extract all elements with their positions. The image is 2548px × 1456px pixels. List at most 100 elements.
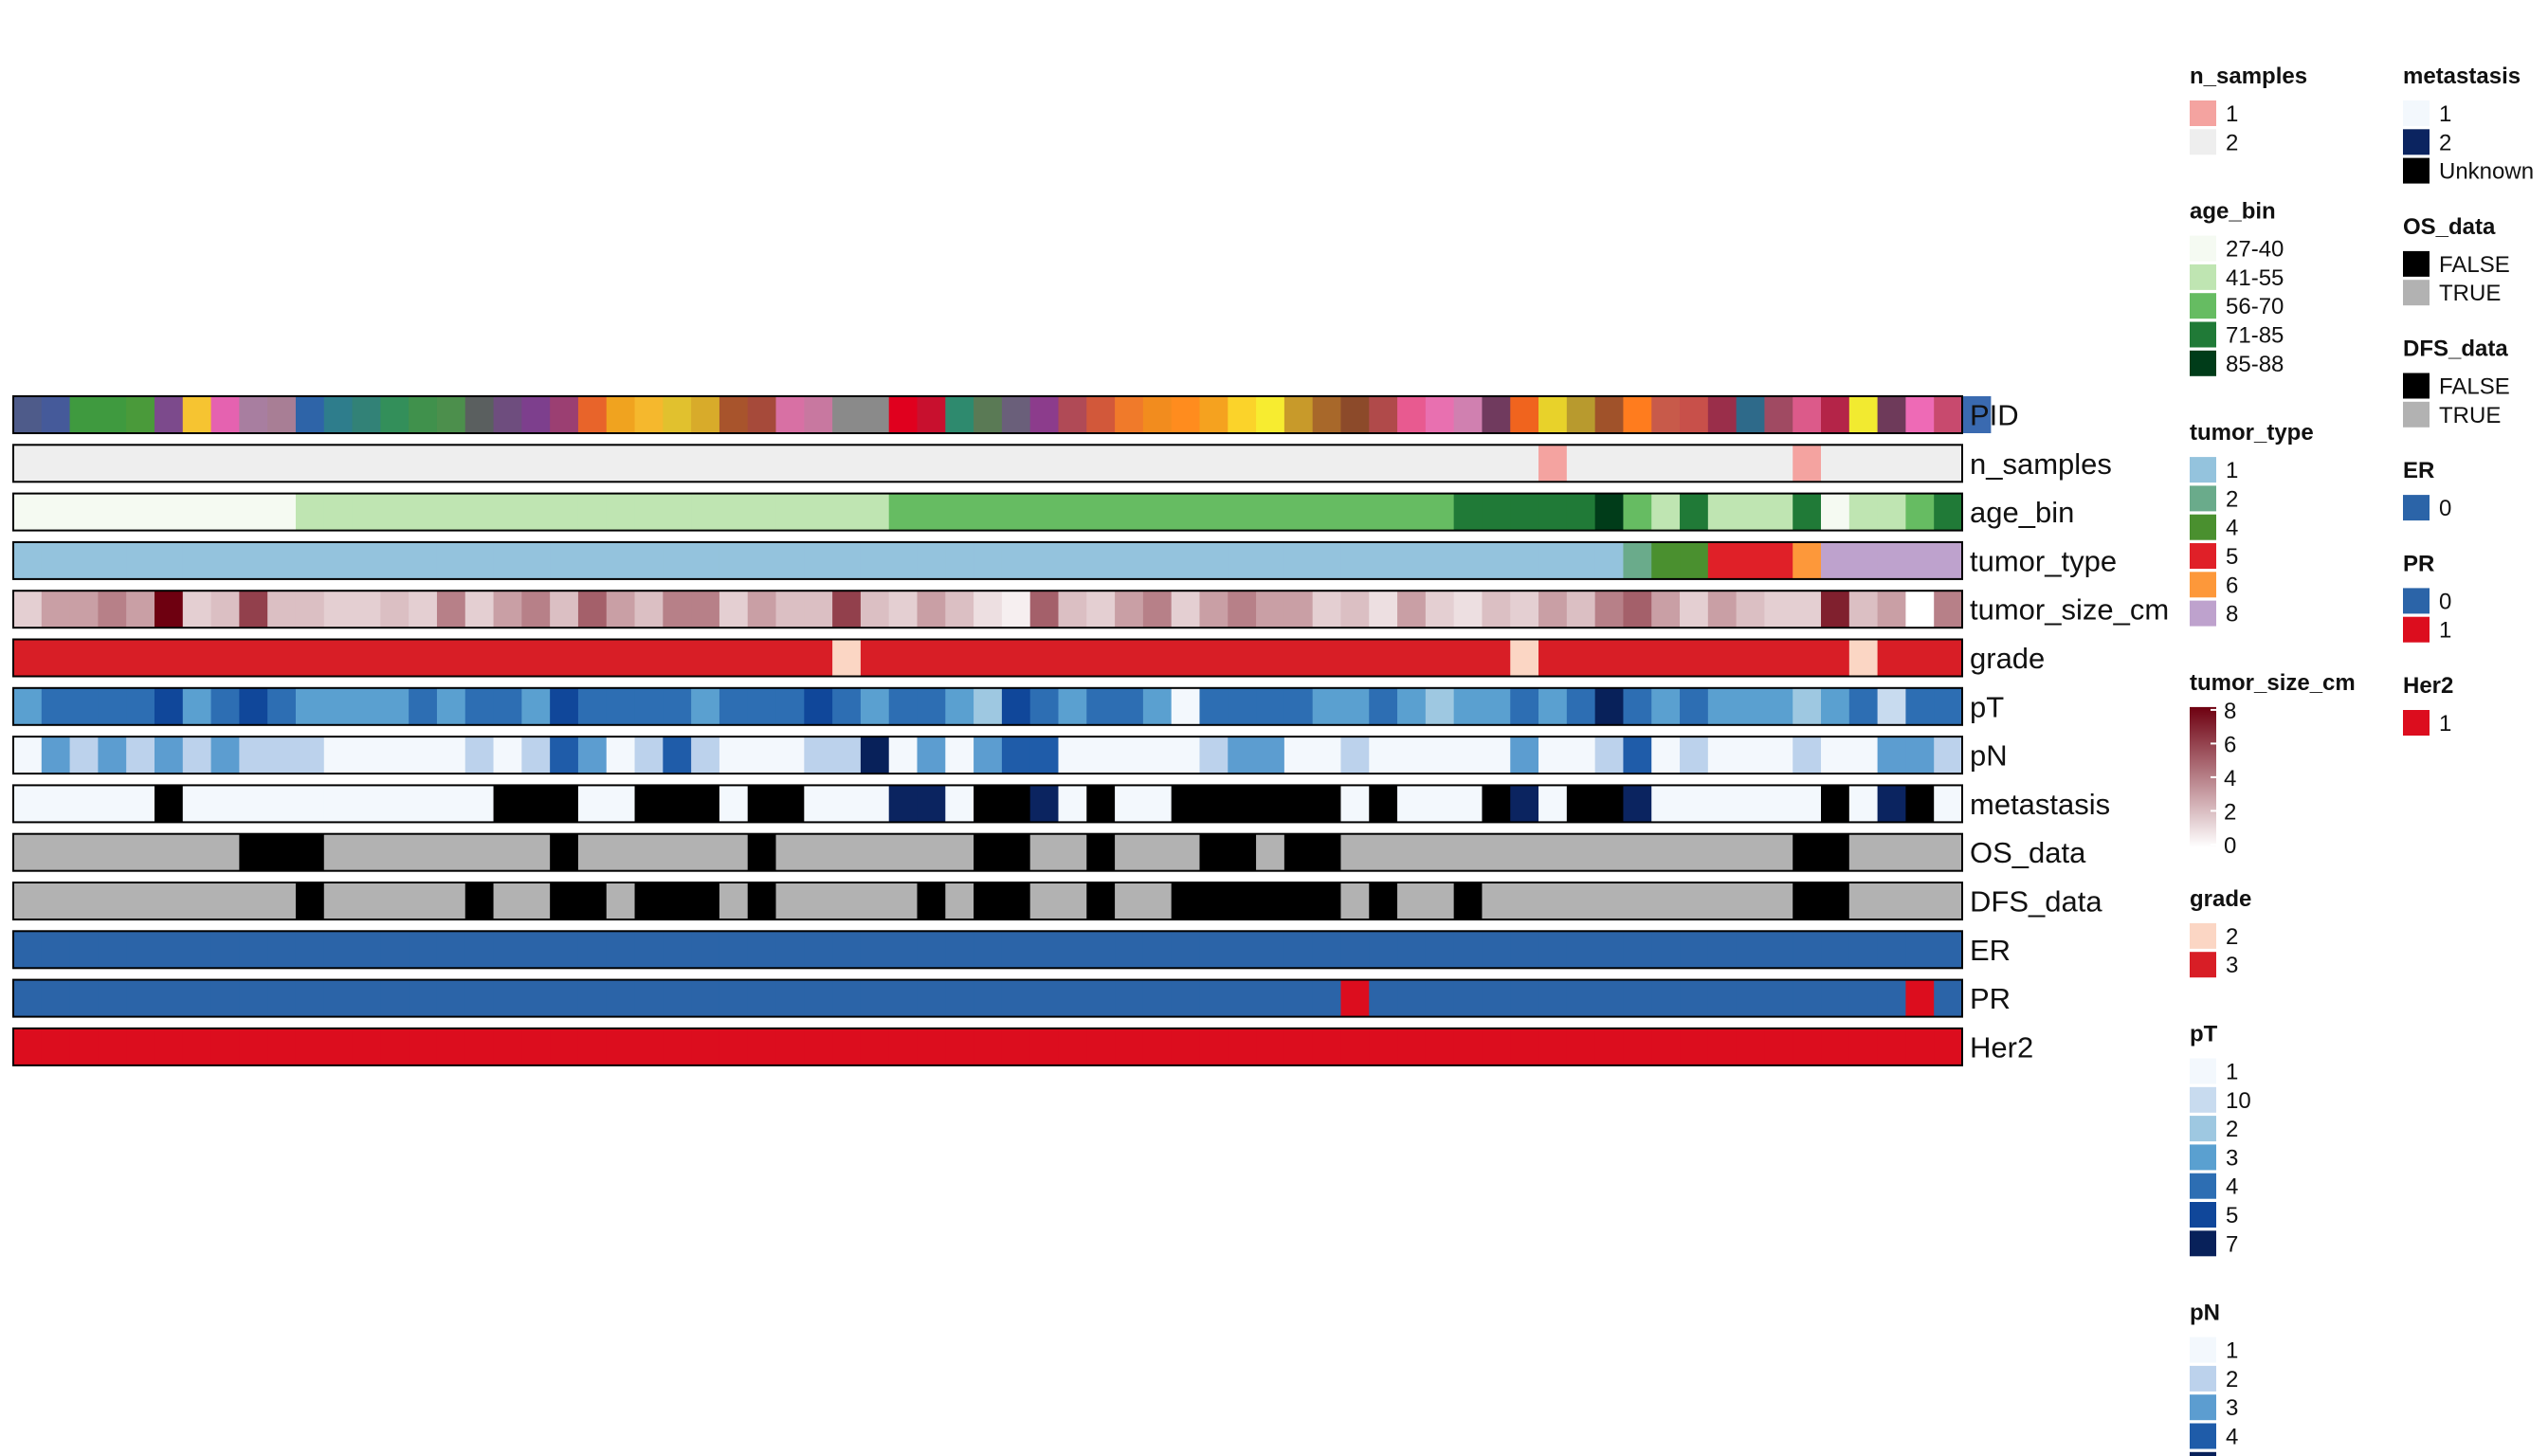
cell-metastasis-19 (521, 785, 551, 823)
cell-her2-54 (1510, 1028, 1539, 1065)
cell-pr-39 (1086, 979, 1116, 1017)
cell-metastasis-48 (1340, 785, 1370, 823)
cell-pr-60 (1680, 979, 1709, 1017)
cell-pr-57 (1594, 979, 1625, 1017)
cell-n-samples-4 (98, 445, 127, 482)
cell-metastasis-41 (1142, 785, 1173, 823)
cell-pn-59 (1651, 737, 1681, 774)
cell-metastasis-16 (436, 785, 466, 823)
legend-label-metastasis-1: 1 (2439, 101, 2451, 127)
cell-metastasis-18 (493, 785, 522, 823)
cell-tumor-type-38 (1058, 541, 1087, 579)
cell-pid-25 (691, 396, 720, 433)
cell-tumor-size-cm-38 (1058, 591, 1087, 628)
cell-dfs-data-26 (719, 883, 749, 919)
cell-os-data-31 (860, 833, 890, 871)
cell-os-data-42 (1171, 833, 1201, 871)
cell-pt-47 (1312, 687, 1342, 725)
cell-tumor-type-60 (1680, 541, 1709, 579)
cell-n-samples-67 (1877, 445, 1907, 482)
cell-age-bin-5 (126, 493, 155, 531)
cell-pr-44 (1228, 979, 1257, 1017)
cell-age-bin-44 (1228, 493, 1257, 531)
cell-tumor-type-2 (41, 541, 71, 579)
cell-grade-25 (691, 639, 720, 677)
cell-her2-4 (98, 1028, 127, 1065)
cell-tumor-type-30 (832, 541, 862, 579)
cell-age-bin-28 (775, 493, 805, 531)
cell-dfs-data-49 (1369, 883, 1398, 919)
cell-pn-17 (464, 737, 495, 774)
cell-n-samples-23 (634, 445, 664, 482)
cell-pt-53 (1482, 687, 1511, 725)
cell-dfs-data-38 (1058, 883, 1087, 919)
cell-her2-59 (1651, 1028, 1681, 1065)
cell-pid-54 (1510, 396, 1539, 433)
cell-os-data-63 (1764, 833, 1793, 871)
cell-os-data-46 (1283, 833, 1314, 871)
cell-pn-69 (1934, 737, 1963, 774)
cell-tumor-type-40 (1115, 541, 1144, 579)
cell-metastasis-1 (13, 785, 43, 823)
cell-pid-32 (888, 396, 919, 433)
cell-tumor-size-cm-16 (436, 591, 466, 628)
cell-tumor-type-37 (1029, 541, 1060, 579)
cell-pid-57 (1594, 396, 1625, 433)
cell-dfs-data-40 (1115, 883, 1144, 919)
cell-tumor-size-cm-59 (1651, 591, 1681, 628)
cell-tumor-size-cm-34 (945, 591, 974, 628)
cell-os-data-40 (1115, 833, 1144, 871)
cell-pn-4 (98, 737, 127, 774)
cell-her2-17 (464, 1028, 495, 1065)
cell-pn-21 (577, 737, 608, 774)
cell-dfs-data-59 (1651, 883, 1681, 919)
cell-er-21 (577, 931, 608, 969)
cell-tumor-size-cm-53 (1482, 591, 1511, 628)
cell-os-data-4 (98, 833, 127, 871)
cell-dfs-data-16 (436, 883, 466, 919)
cell-dfs-data-67 (1877, 883, 1907, 919)
cell-er-31 (860, 931, 890, 969)
cell-tumor-type-52 (1453, 541, 1483, 579)
cell-grade-35 (974, 639, 1003, 677)
cell-pn-23 (634, 737, 664, 774)
cell-pt-18 (493, 687, 522, 725)
cell-pid-17 (464, 396, 495, 433)
legend-pr: PR0 1 (2403, 551, 2451, 644)
cell-os-data-12 (323, 833, 354, 871)
cell-pn-25 (691, 737, 720, 774)
cell-tumor-type-43 (1199, 541, 1228, 579)
cell-her2-2 (41, 1028, 71, 1065)
cell-dfs-data-43 (1199, 883, 1228, 919)
cell-n-samples-49 (1369, 445, 1398, 482)
cell-her2-8 (210, 1028, 240, 1065)
cell-tumor-size-cm-44 (1228, 591, 1257, 628)
cell-pt-17 (464, 687, 495, 725)
cell-os-data-47 (1312, 833, 1342, 871)
cell-pn-64 (1793, 737, 1822, 774)
cell-pid-62 (1736, 396, 1766, 433)
cell-os-data-49 (1369, 833, 1398, 871)
cell-os-data-67 (1877, 833, 1907, 871)
cell-age-bin-24 (663, 493, 692, 531)
cell-er-11 (295, 931, 325, 969)
cell-metastasis-47 (1312, 785, 1342, 823)
cell-pt-11 (295, 687, 325, 725)
cell-n-samples-33 (917, 445, 946, 482)
cell-pr-27 (747, 979, 777, 1017)
cell-pr-19 (521, 979, 551, 1017)
legend-swatch-pr-1 (2403, 616, 2430, 643)
legend-swatch-grade-2 (2190, 922, 2216, 949)
cell-pn-6 (154, 737, 184, 774)
cell-dfs-data-57 (1594, 883, 1625, 919)
cell-pid-41 (1142, 396, 1173, 433)
cell-tumor-size-cm-47 (1312, 591, 1342, 628)
cell-tumor-type-17 (464, 541, 495, 579)
cell-dfs-data-20 (550, 883, 579, 919)
cell-er-47 (1312, 931, 1342, 969)
cell-pid-2 (41, 396, 71, 433)
legend-grade: grade 2 3 (2190, 886, 2251, 978)
cell-tumor-type-4 (98, 541, 127, 579)
legend-title-pt: pT (2190, 1022, 2218, 1047)
legend-label-her2-1: 1 (2439, 711, 2451, 737)
